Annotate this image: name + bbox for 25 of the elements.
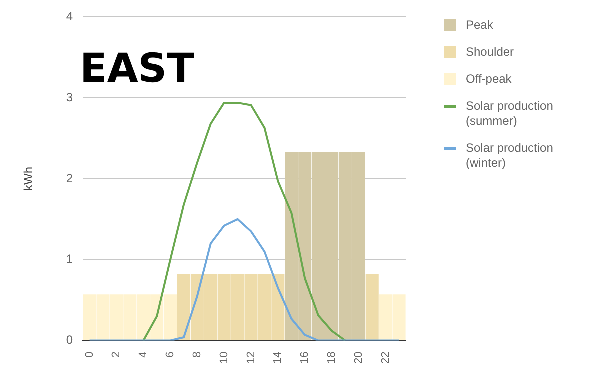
x-tick-label: 18 [326,352,338,364]
legend-label: Solar production (summer) [466,99,554,129]
x-tick-label: 10 [218,352,230,364]
legend-label: Off-peak [466,72,512,87]
bar [366,274,379,340]
y-tick-label: 2 [66,171,74,186]
x-tick-label: 0 [84,352,96,358]
text: EAST [80,46,194,92]
x-tick-label: 12 [245,352,258,364]
x-tick-label: 22 [380,352,392,364]
legend-label: Peak [466,18,494,33]
x-tick-label: 20 [352,352,365,364]
x-tick-label: 2 [110,352,123,358]
x-tick-label: 14 [272,352,284,364]
y-tick-label: 0 [66,333,74,348]
legend-label: Shoulder [466,45,514,60]
x-tick-label: 6 [164,352,177,358]
x-tick-label: 8 [191,352,204,358]
y-tick-label: 4 [66,10,74,24]
y-tick-label: 1 [66,252,74,266]
x-tick-label: 4 [138,352,150,358]
y-tick-label: 3 [66,90,74,104]
legend-label: Solar production (winter) [466,141,554,171]
y-axis-title: kWh [22,166,36,191]
x-tick-label: 16 [299,352,312,364]
